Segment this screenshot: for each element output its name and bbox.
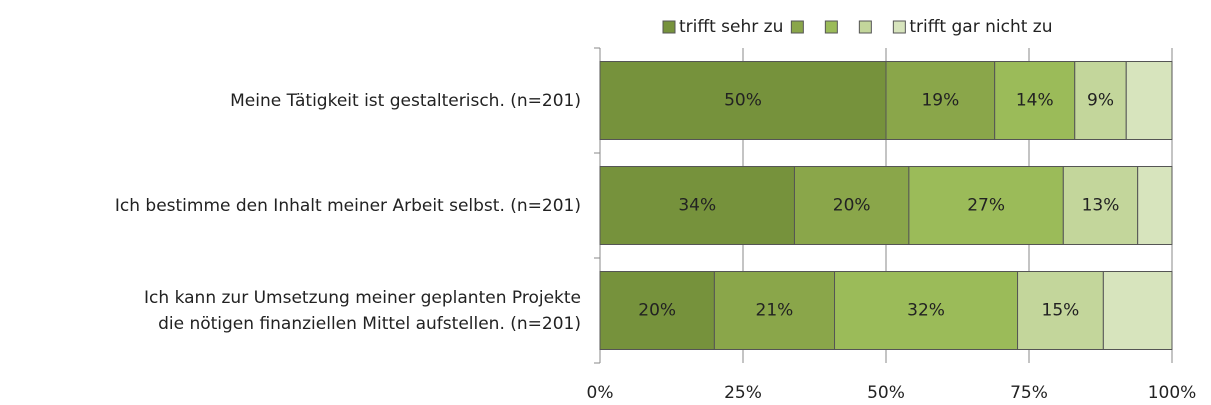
x-tick-label: 75% [1010,383,1048,403]
data-label: 13% [1082,196,1120,216]
data-label: 14% [1016,91,1054,111]
x-tick-label: 100% [1148,383,1197,403]
x-tick-label: 25% [724,383,762,403]
bar-segment [1017,271,1104,350]
bar-segment [599,166,795,245]
category-label: Ich bestimme den Inhalt meiner Arbeit se… [114,195,581,216]
legend-swatch [824,20,838,34]
data-label: 20% [833,196,871,216]
category-label: Meine Tätigkeit ist gestalterisch. (n=20… [230,90,581,111]
bar-segment [1102,271,1173,350]
bar-segment [908,166,1064,245]
bar-segment [834,271,1019,350]
data-label: 15% [1042,301,1080,321]
bar-segment [1074,61,1127,140]
data-label: 9% [1087,91,1114,111]
data-label: 21% [756,301,794,321]
legend-swatch [858,20,872,34]
bar-segment [1125,61,1173,140]
bar-segment [713,271,836,350]
data-label: 34% [678,196,716,216]
legend-label: trifft sehr zu [679,17,783,37]
bar-segment [885,61,996,140]
x-tick-label: 50% [867,383,905,403]
data-label: 32% [907,301,945,321]
legend-swatch [790,20,804,34]
legend-swatch [892,20,906,34]
bar-segment [1137,166,1173,245]
legend-label: trifft gar nicht zu [909,17,1052,37]
bar-segment [994,61,1076,140]
legend-swatch [662,20,676,34]
bar-segment [599,271,715,350]
data-label: 50% [724,91,762,111]
data-label: 20% [638,301,676,321]
category-label: Ich kann zur Umsetzung meiner geplanten … [144,287,581,334]
data-label: 19% [921,91,959,111]
x-tick-label: 0% [587,383,614,403]
data-label: 27% [967,196,1005,216]
